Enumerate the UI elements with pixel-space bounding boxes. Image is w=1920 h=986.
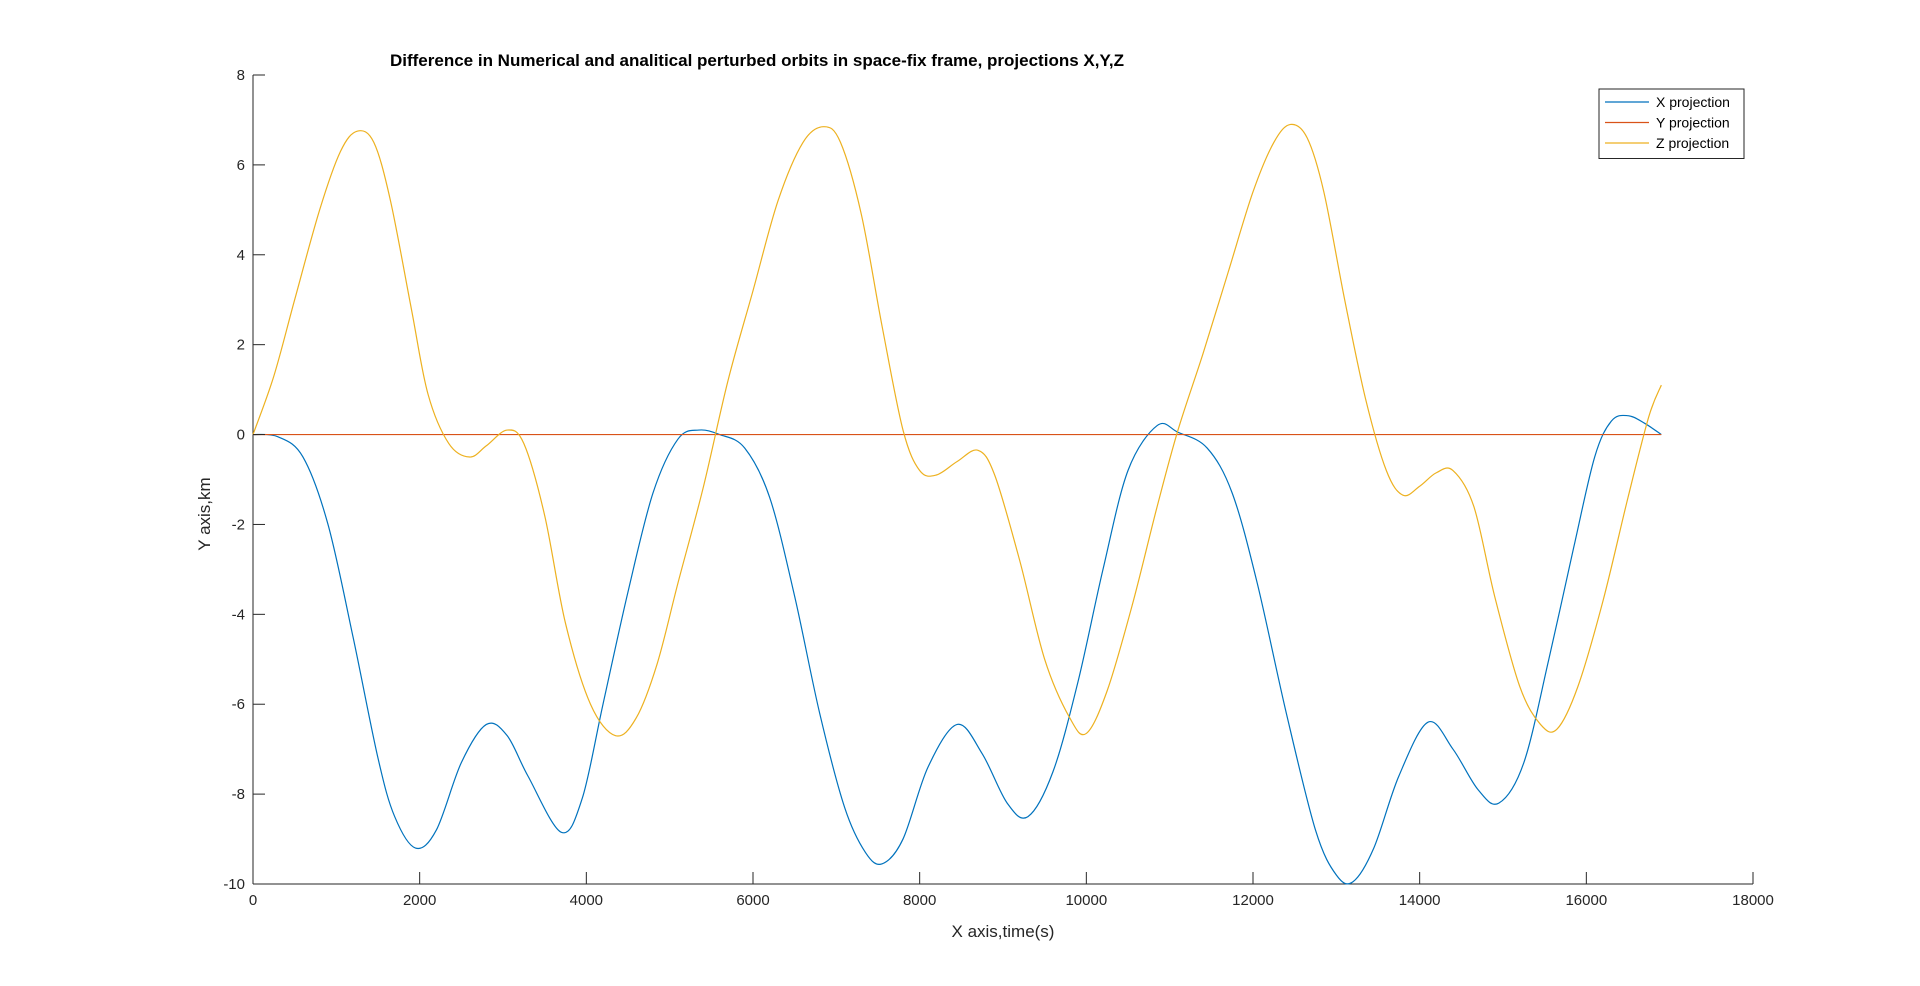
y-tick-label: 6	[237, 157, 245, 174]
series-line-x-projection	[252, 414, 1662, 885]
y-tick-label: 0	[237, 427, 245, 444]
x-axis-label: X axis,time(s)	[952, 922, 1055, 941]
x-tick-label: 4000	[570, 892, 603, 909]
legend-label-y-projection: Y projection	[1656, 115, 1730, 131]
legend: X projection Y projection Z projection	[1598, 88, 1745, 159]
x-tick-label: 18000	[1732, 892, 1774, 909]
legend-label-x-projection: X projection	[1656, 94, 1730, 110]
x-tick-label: 2000	[403, 892, 436, 909]
y-tick-label: -10	[223, 876, 245, 893]
x-tick-label: 8000	[903, 892, 936, 909]
y-tick-label: 2	[237, 337, 245, 354]
y-tick-label: -4	[232, 606, 245, 623]
legend-label-z-projection: Z projection	[1656, 135, 1729, 151]
legend-box	[1598, 88, 1745, 159]
x-tick-label: 6000	[736, 892, 769, 909]
series-lines	[252, 123, 1662, 885]
y-tick-label: -6	[232, 696, 245, 713]
y-tick-label: 4	[237, 247, 245, 264]
y-tick-label: -8	[232, 786, 245, 803]
x-tick-label: 0	[249, 892, 257, 909]
x-tick-label: 16000	[1565, 892, 1607, 909]
chart-title: Difference in Numerical and analitical p…	[390, 51, 1124, 70]
x-tick-label: 10000	[1065, 892, 1107, 909]
y-axis-label: Y axis,km	[195, 477, 214, 550]
x-tick-label: 12000	[1232, 892, 1274, 909]
y-tick-label: -2	[232, 516, 245, 533]
axis-ticks: 0 2000 4000 6000 8000 10000 12000 14000 16000 180…	[223, 67, 1774, 909]
plot-axes	[252, 75, 1753, 885]
x-tick-label: 14000	[1399, 892, 1441, 909]
y-tick-label: 8	[237, 67, 245, 84]
series-line-z-projection	[252, 123, 1662, 737]
